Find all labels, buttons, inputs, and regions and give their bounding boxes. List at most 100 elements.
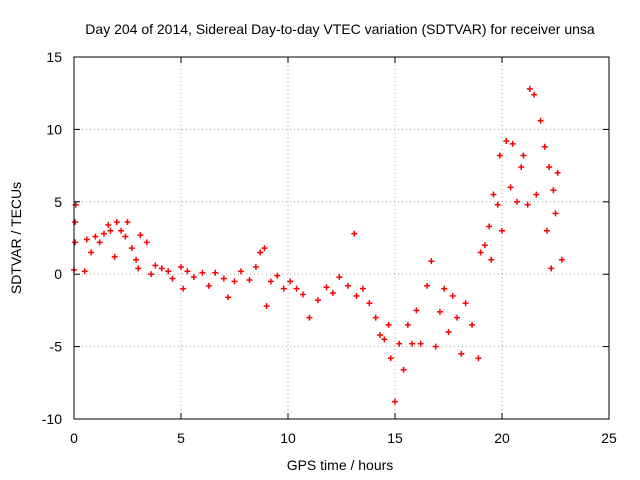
data-point	[424, 282, 431, 289]
x-tick-label: 20	[494, 430, 510, 446]
data-point	[392, 398, 398, 405]
data-point	[526, 85, 533, 92]
data-point	[385, 321, 392, 328]
data-point	[190, 274, 197, 281]
data-point	[490, 191, 497, 198]
data-point	[133, 256, 140, 263]
data-point	[524, 201, 531, 208]
data-point	[475, 355, 482, 362]
y-tick-label: -5	[50, 339, 63, 355]
data-point	[246, 276, 253, 283]
data-point	[205, 282, 212, 289]
data-point	[520, 152, 527, 159]
data-point	[477, 249, 484, 256]
data-point	[178, 263, 184, 270]
data-point	[404, 321, 411, 328]
data-point	[396, 340, 403, 347]
x-tick-label: 15	[387, 430, 403, 446]
data-point	[199, 269, 206, 276]
data-point	[81, 268, 88, 275]
data-point	[261, 245, 268, 252]
data-point	[458, 350, 465, 357]
chart-title: Day 204 of 2014, Sidereal Day-to-day VTE…	[85, 21, 595, 37]
data-point	[274, 272, 281, 279]
data-point	[263, 303, 270, 310]
data-point	[143, 239, 150, 246]
data-points	[71, 85, 565, 405]
data-point	[541, 143, 548, 150]
data-point	[546, 164, 553, 171]
data-point	[293, 285, 300, 292]
data-point	[287, 278, 294, 285]
data-point	[237, 268, 244, 275]
y-tick-label: -10	[42, 411, 62, 427]
data-point	[118, 227, 125, 234]
data-point	[445, 329, 452, 336]
data-point	[137, 232, 144, 239]
data-point	[212, 269, 219, 276]
x-tick-label: 25	[601, 430, 617, 446]
x-tick-label: 10	[280, 430, 296, 446]
data-point	[548, 265, 555, 272]
y-axis-ticks: -10 -5 0 5 10 15	[42, 49, 609, 427]
data-point	[366, 300, 373, 307]
data-point	[113, 219, 120, 226]
data-point	[400, 366, 407, 373]
data-point	[148, 271, 155, 278]
data-point	[225, 294, 232, 301]
data-point	[372, 314, 379, 321]
data-point	[88, 249, 95, 256]
data-point	[409, 340, 416, 347]
x-tick-label: 5	[177, 430, 185, 446]
data-point	[503, 137, 510, 144]
data-point	[462, 300, 469, 307]
data-point	[158, 265, 165, 272]
data-point	[377, 332, 384, 339]
data-point	[72, 239, 79, 246]
data-point	[165, 268, 172, 275]
data-point	[554, 169, 561, 176]
data-point	[314, 297, 321, 304]
data-point	[220, 275, 227, 282]
data-point	[432, 343, 439, 350]
data-point	[128, 245, 135, 252]
data-point	[231, 278, 238, 285]
data-point	[436, 308, 443, 315]
data-point	[496, 152, 503, 159]
data-point	[486, 223, 493, 230]
data-point	[513, 198, 520, 205]
data-point	[299, 291, 306, 298]
data-point	[184, 268, 191, 275]
data-point	[351, 230, 358, 237]
data-point	[135, 265, 142, 272]
data-point	[180, 285, 187, 292]
x-axis-ticks: 0 5 10 15 20 25	[70, 57, 617, 446]
data-point	[353, 292, 360, 299]
data-point	[488, 256, 495, 263]
data-point	[267, 278, 274, 285]
data-point	[169, 275, 176, 282]
data-point	[499, 227, 505, 234]
data-point	[387, 355, 394, 362]
data-point	[124, 219, 131, 226]
data-point	[533, 191, 540, 198]
data-point	[531, 91, 538, 98]
data-point	[92, 233, 99, 240]
plot-frame	[73, 56, 610, 420]
data-point	[359, 285, 366, 292]
data-point	[543, 227, 550, 234]
data-point	[494, 201, 501, 208]
data-point	[454, 314, 461, 321]
x-axis-label: GPS time / hours	[287, 457, 394, 473]
data-point	[72, 219, 79, 226]
data-point	[550, 187, 557, 194]
y-axis-label: SDTVAR / TECUs	[8, 182, 24, 294]
data-point	[306, 314, 313, 321]
y-tick-label: 15	[46, 49, 62, 65]
y-tick-label: 10	[46, 121, 62, 137]
data-point	[558, 256, 565, 263]
data-point	[323, 284, 330, 291]
y-tick-label: 5	[54, 194, 62, 210]
data-point	[537, 117, 544, 124]
